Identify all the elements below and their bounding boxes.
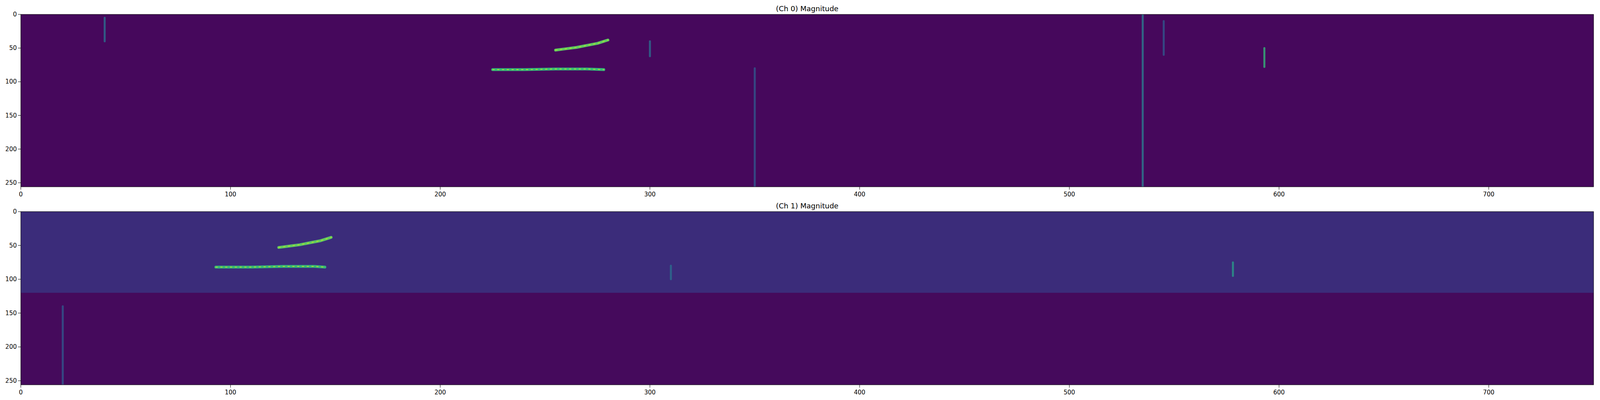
y-tick (18, 14, 21, 15)
x-tick (230, 186, 231, 190)
x-tick-label: 300 (644, 190, 656, 198)
x-tick (1278, 384, 1280, 388)
y-tick (18, 115, 21, 116)
title: (Ch 1) Magnitude (776, 201, 839, 210)
x-tick-label: 300 (644, 388, 656, 396)
noise-band (20, 211, 1594, 293)
y-tick-label: 100 (5, 275, 17, 283)
x-tick-label: 100 (224, 190, 237, 198)
x-tick (440, 384, 441, 388)
x-tick (1069, 384, 1070, 388)
burst (1263, 48, 1266, 67)
y-tick-label: 200 (5, 343, 17, 351)
y-tick-label: 150 (5, 309, 17, 317)
trace (278, 237, 332, 248)
panel: 0 100 200 300 400 500 600 700 0 50 100 150 200 250 (Ch… (5, 201, 1594, 396)
y-tick (18, 48, 21, 49)
x-tick-label: 200 (434, 190, 446, 198)
burst (753, 68, 756, 187)
x-tick (859, 186, 860, 190)
y-tick (18, 148, 21, 150)
title: (Ch 0) Magnitude (776, 4, 839, 13)
x-tick (440, 186, 441, 190)
x-tick-label: 600 (1273, 190, 1285, 198)
figure: 0100200300400500600700050100150200250(Ch… (0, 0, 1600, 400)
trace-highlight (555, 40, 608, 50)
plot-background (20, 14, 1594, 187)
x-tick (230, 384, 231, 388)
x-tick (859, 384, 860, 388)
x-tick-label: 0 (18, 388, 23, 396)
trace (492, 68, 604, 70)
x-tick-label: 400 (854, 190, 866, 198)
y-tick (18, 380, 21, 381)
y-tick-label: 0 (12, 10, 17, 18)
burst (1162, 21, 1165, 55)
y-tick-label: 150 (5, 112, 17, 120)
data-layer (20, 211, 1594, 385)
plot-frame (20, 211, 1594, 385)
x-tick-label: 500 (1063, 190, 1076, 198)
trace (555, 40, 608, 50)
x-tick (649, 186, 650, 190)
y-tick (18, 211, 21, 212)
y-tick-label: 200 (5, 145, 17, 153)
burst (648, 41, 651, 56)
y-tick (18, 279, 21, 280)
trace-highlight (216, 266, 326, 268)
panel: 0 100 200 300 400 500 600 700 0 50 100 150 200 250 (Ch… (5, 4, 1594, 198)
x-tick-label: 100 (224, 388, 237, 396)
x-tick (20, 384, 22, 388)
x-tick-label: 0 (18, 190, 23, 198)
y-tick-label: 0 (12, 208, 17, 216)
burst (670, 265, 672, 280)
trace-highlight (492, 68, 604, 70)
x-tick (1488, 384, 1489, 388)
burst (1141, 14, 1144, 187)
trace-highlight (278, 237, 332, 248)
data-layer (104, 14, 1265, 187)
x-tick-label: 600 (1273, 388, 1285, 396)
burst (1232, 262, 1234, 276)
x-tick (1069, 186, 1070, 190)
x-tick (20, 186, 22, 190)
y-tick (18, 81, 21, 82)
y-tick-label: 250 (5, 179, 17, 187)
plot-background (20, 211, 1594, 385)
x-tick-label: 400 (854, 388, 866, 396)
trace (216, 266, 326, 268)
x-tick (649, 384, 650, 388)
y-tick-label: 50 (9, 242, 17, 250)
burst (61, 306, 64, 385)
y-tick-label: 50 (9, 44, 17, 52)
plot-frame (20, 14, 1594, 187)
y-tick (18, 245, 21, 246)
x-tick-label: 200 (434, 388, 446, 396)
burst (103, 17, 106, 42)
x-tick-label: 700 (1483, 190, 1495, 198)
x-tick-label: 500 (1063, 388, 1076, 396)
x-tick-label: 700 (1483, 388, 1495, 396)
x-tick (1488, 186, 1489, 190)
x-tick (1278, 186, 1280, 190)
y-tick-label: 250 (5, 377, 17, 385)
y-tick (18, 312, 21, 314)
y-tick-label: 100 (5, 78, 17, 86)
y-tick (18, 346, 21, 348)
y-tick (18, 182, 21, 183)
